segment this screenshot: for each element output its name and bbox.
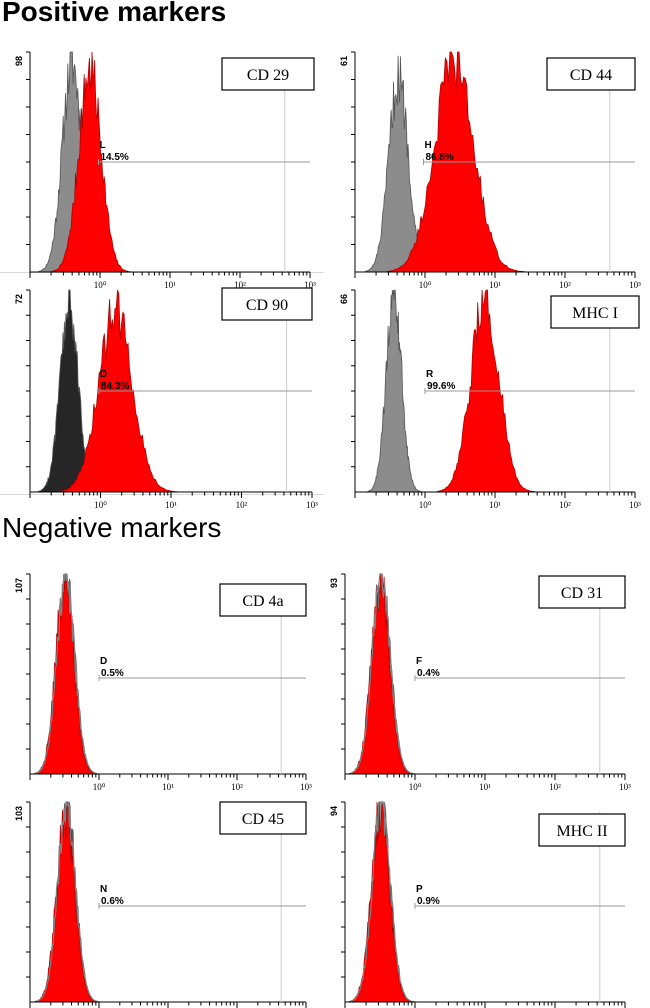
marker-label: MHC II bbox=[556, 823, 607, 840]
marker-label: CD 4a bbox=[242, 593, 283, 610]
x-tick-label: 10⁰ bbox=[94, 500, 107, 510]
positive-panel-divider-bottom bbox=[0, 494, 324, 495]
histogram-cd-44: 61 10⁰ 10¹ 10² 10³ H86.8% CD 44 bbox=[339, 51, 641, 290]
gate-percent: 0.9% bbox=[417, 896, 440, 907]
sample-histogram bbox=[34, 573, 98, 775]
control-outline bbox=[350, 573, 413, 774]
marker-label-box bbox=[538, 575, 626, 609]
sample-histogram bbox=[51, 51, 131, 273]
gate-percent: 14.5% bbox=[100, 152, 128, 163]
gate-letter: D bbox=[100, 369, 107, 380]
histogram-cd-4a: 107 10⁰ 10¹ 10² 10³ D0.5% CD 4a bbox=[14, 573, 312, 792]
sample-histogram bbox=[349, 573, 414, 775]
marker-label: CD 44 bbox=[570, 67, 612, 84]
marker-label-box bbox=[221, 287, 313, 321]
x-tick-label: 10³ bbox=[629, 280, 641, 290]
histogram-cd-31: 93 10⁰ 10¹ 10² 10³ F0.4% CD 31 bbox=[329, 573, 631, 792]
x-tick-label: 10³ bbox=[300, 782, 312, 792]
marker-label-box bbox=[538, 813, 626, 847]
x-tick-label: 10³ bbox=[629, 500, 641, 510]
control-outline bbox=[36, 801, 98, 1002]
gate-percent: 0.4% bbox=[417, 668, 440, 679]
x-tick-label: 10³ bbox=[306, 500, 318, 510]
gate-letter: F bbox=[416, 656, 422, 667]
x-tick-label: 10² bbox=[559, 500, 571, 510]
x-tick-label: 10² bbox=[549, 782, 561, 792]
histogram-cd-90: 72 10⁰ 10¹ 10² 10³ D84.3% CD 90 bbox=[14, 287, 318, 510]
gate-letter: H bbox=[424, 140, 431, 151]
x-tick-label: 10² bbox=[236, 500, 248, 510]
gate-percent: 0.5% bbox=[101, 668, 124, 679]
marker-label: CD 31 bbox=[561, 585, 603, 602]
gate-percent: 0.6% bbox=[101, 896, 124, 907]
marker-label: CD 90 bbox=[246, 297, 288, 314]
marker-label: MHC I bbox=[572, 305, 618, 322]
x-tick-label: 10⁰ bbox=[94, 280, 107, 290]
x-tick-label: 10⁰ bbox=[409, 782, 422, 792]
sample-histogram bbox=[34, 801, 99, 1003]
gate-percent: 86.8% bbox=[425, 152, 453, 163]
y-max-label: 72 bbox=[14, 294, 24, 304]
gate-letter: R bbox=[426, 369, 434, 380]
control-outline bbox=[350, 800, 413, 1002]
histogram-mhc-ii: 9410⁰10¹10²10³P0.9%MHC II bbox=[329, 800, 626, 1008]
x-tick-label: 10² bbox=[231, 782, 243, 792]
x-tick-label: 10¹ bbox=[489, 280, 501, 290]
y-max-label: 103 bbox=[14, 806, 24, 821]
x-tick-label: 10⁰ bbox=[419, 500, 432, 510]
negative-markers-heading: Negative markers bbox=[2, 512, 222, 543]
x-tick-label: 10² bbox=[234, 280, 246, 290]
marker-label-box bbox=[546, 57, 636, 91]
marker-label-box bbox=[219, 801, 307, 835]
marker-label-box bbox=[221, 57, 315, 91]
x-tick-label: 10¹ bbox=[479, 782, 491, 792]
y-max-label: 93 bbox=[329, 578, 339, 588]
y-max-label: 61 bbox=[339, 56, 349, 66]
y-max-label: 94 bbox=[329, 806, 339, 816]
x-tick-label: 10¹ bbox=[489, 500, 501, 510]
x-tick-label: 10¹ bbox=[164, 280, 176, 290]
control-histogram bbox=[367, 289, 423, 493]
x-tick-label: 10⁰ bbox=[419, 280, 432, 290]
y-max-label: 66 bbox=[339, 294, 349, 304]
histogram-cd-45: 10310⁰10¹10²10³N0.6%CD 45 bbox=[14, 801, 307, 1008]
gate-percent: 84.3% bbox=[101, 381, 129, 392]
marker-label: CD 45 bbox=[242, 811, 284, 828]
marker-label-box bbox=[550, 295, 640, 329]
marker-label-box bbox=[219, 583, 307, 617]
sample-histogram bbox=[349, 801, 414, 1003]
gate-letter: L bbox=[99, 140, 105, 151]
control-outline bbox=[35, 573, 97, 774]
y-max-label: 107 bbox=[14, 578, 24, 593]
gate-percent: 99.6% bbox=[427, 381, 455, 392]
gate-letter: P bbox=[416, 884, 423, 895]
x-tick-label: 10⁰ bbox=[93, 782, 106, 792]
marker-label: CD 29 bbox=[247, 67, 289, 84]
y-max-label: 98 bbox=[14, 56, 24, 66]
positive-markers-heading: Positive markers bbox=[2, 0, 227, 27]
histogram-cd-29: 98 10⁰ 10¹ 10² 10³ L14.5% CD 29 bbox=[14, 51, 316, 290]
histogram-mhc-i: 66 10⁰ 10¹ 10² 10³ R99.6% MHC I bbox=[339, 289, 641, 510]
x-tick-label: 10³ bbox=[304, 280, 316, 290]
gate-letter: N bbox=[100, 884, 107, 895]
x-tick-label: 10³ bbox=[619, 782, 631, 792]
x-tick-label: 10¹ bbox=[162, 782, 174, 792]
gate-letter: D bbox=[100, 656, 107, 667]
x-tick-label: 10² bbox=[559, 280, 571, 290]
x-tick-label: 10¹ bbox=[165, 500, 177, 510]
